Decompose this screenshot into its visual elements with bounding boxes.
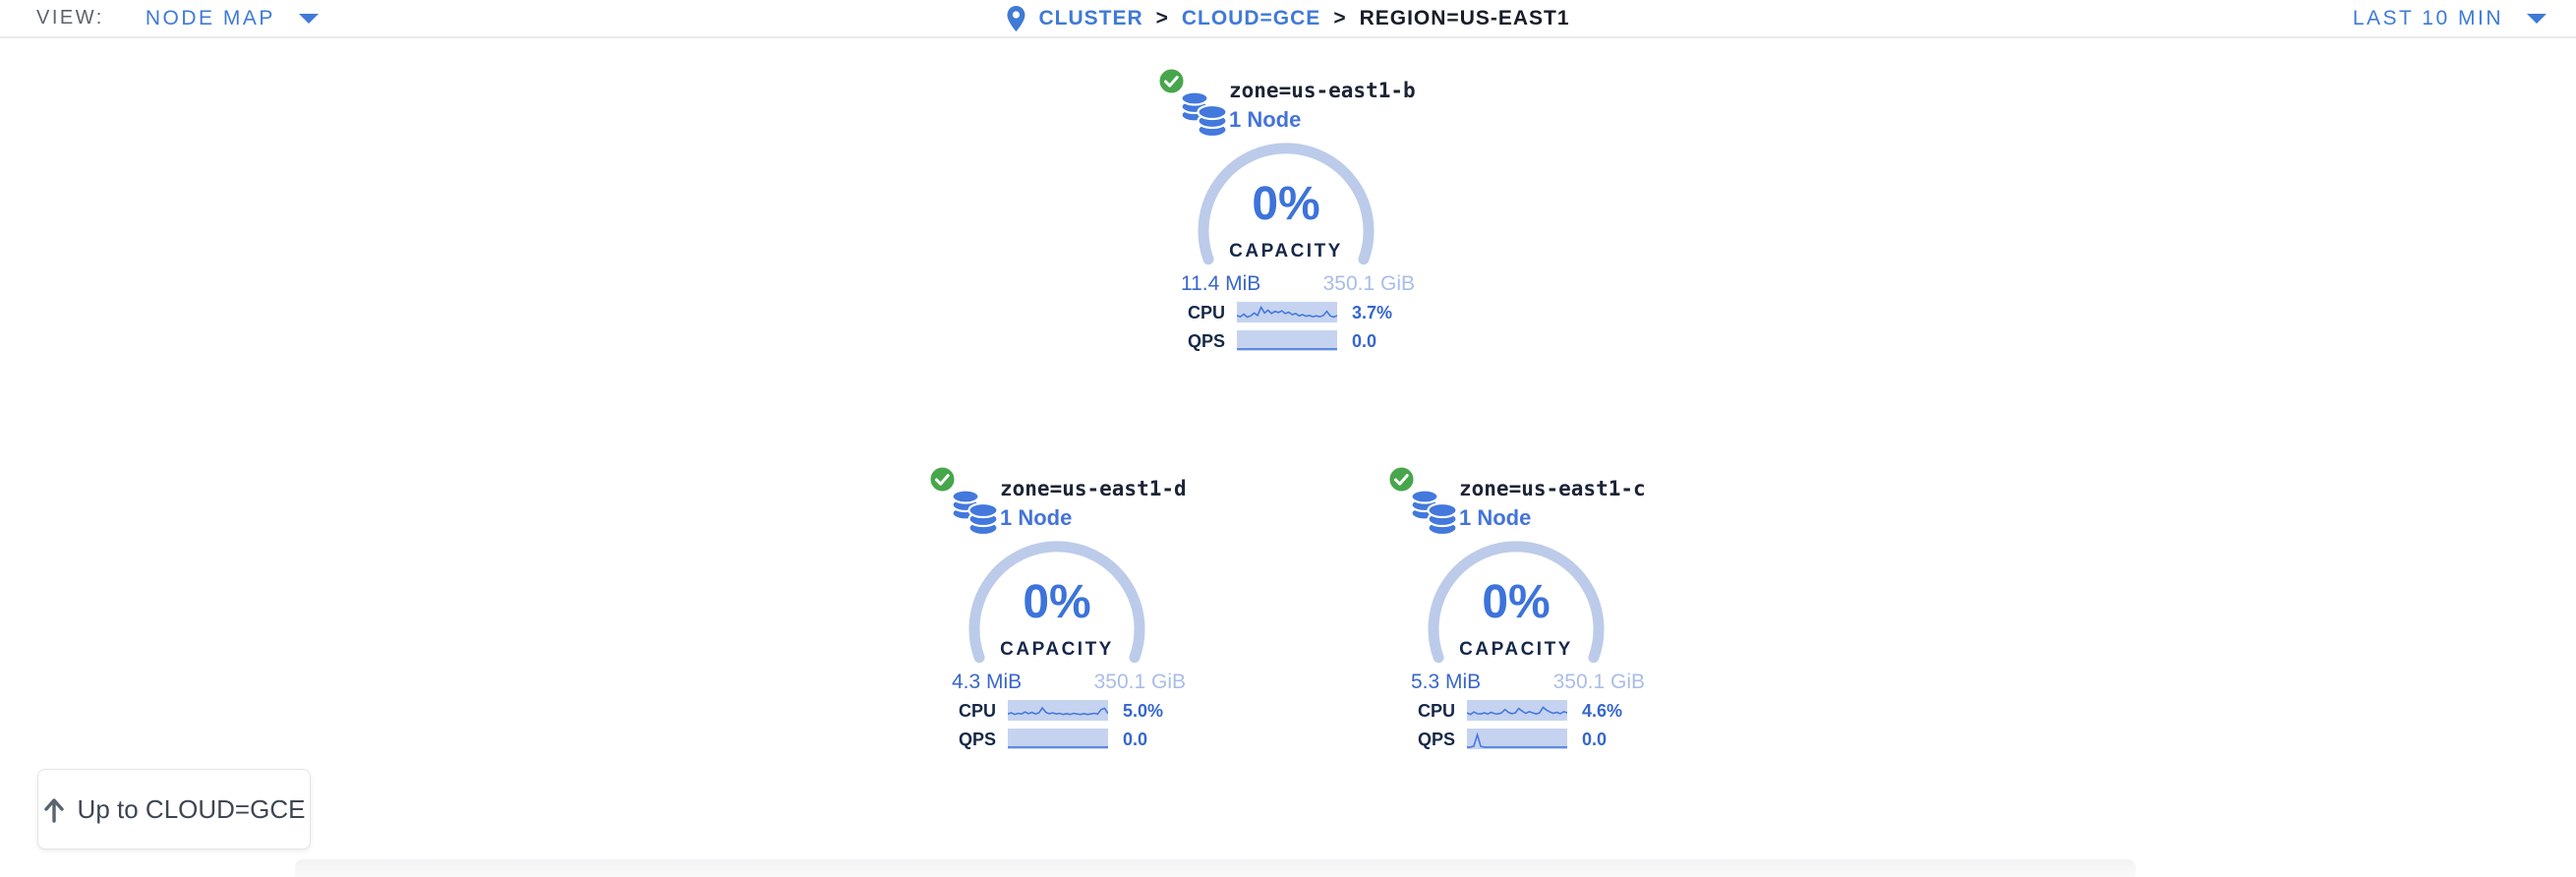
cpu-value: 3.7% xyxy=(1352,303,1393,322)
capacity-values: 11.4 MiB 350.1 GiB xyxy=(1181,272,1415,296)
capacity-percent: 0% xyxy=(1252,178,1320,230)
arrow-up-icon xyxy=(43,797,64,823)
qps-sparkline xyxy=(1237,330,1337,351)
qps-value: 0.0 xyxy=(1352,331,1377,351)
breadcrumb-item-cloud-gce[interactable]: CLOUD=GCE xyxy=(1181,6,1321,29)
capacity-values: 5.3 MiB 350.1 GiB xyxy=(1411,671,1645,694)
cpu-value: 4.6% xyxy=(1582,701,1623,721)
breadcrumb-separator: > xyxy=(1333,6,1347,29)
cpu-stat-row: CPU 4.6% xyxy=(1418,700,1649,722)
up-button-label: Up to CLOUD=GCE xyxy=(77,793,306,824)
toolbar: VIEW: NODE MAP CLUSTER > CLOUD=GCE > REG… xyxy=(0,0,2576,38)
healthy-check-icon xyxy=(1156,66,1187,96)
cpu-label: CPU xyxy=(1418,701,1456,721)
cpu-stat-row: CPU 5.0% xyxy=(959,700,1190,722)
capacity-used: 4.3 MiB xyxy=(952,671,1023,693)
breadcrumb: CLUSTER > CLOUD=GCE > REGION=US-EAST1 xyxy=(1006,0,1569,36)
breadcrumb-item-cluster[interactable]: CLUSTER xyxy=(1038,6,1143,29)
zone-card-us-east1-b[interactable]: zone=us-east1-b 1 Node 0% CAPACITY 11.4 … xyxy=(1150,59,1435,366)
capacity-gauge-arc xyxy=(968,541,1145,664)
database-stack-icon xyxy=(1410,489,1458,537)
breadcrumb-item-current-region: REGION=US-EAST1 xyxy=(1359,6,1570,29)
qps-value: 0.0 xyxy=(1582,730,1608,749)
zone-title: zone=us-east1-c xyxy=(1459,477,1646,500)
capacity-caption: CAPACITY xyxy=(1459,639,1573,660)
cpu-value: 5.0% xyxy=(1123,701,1164,721)
lower-panel-edge xyxy=(295,859,2136,877)
cpu-stat-row: CPU 3.7% xyxy=(1188,302,1419,323)
qps-stat-row: QPS 0.0 xyxy=(1188,330,1419,352)
time-range-dropdown[interactable]: LAST 10 MIN xyxy=(2353,0,2547,36)
qps-value: 0.0 xyxy=(1123,730,1148,749)
breadcrumb-separator: > xyxy=(1155,6,1169,29)
cpu-sparkline xyxy=(1237,302,1337,322)
zone-card-us-east1-c[interactable]: zone=us-east1-c 1 Node 0% CAPACITY 5.3 M… xyxy=(1380,457,1666,764)
time-range-value: LAST 10 MIN xyxy=(2352,6,2503,29)
qps-stat-row: QPS 0.0 xyxy=(959,729,1190,750)
qps-sparkline xyxy=(1008,729,1108,749)
up-to-cloud-gce-button[interactable]: Up to CLOUD=GCE xyxy=(37,769,311,849)
zone-node-count: 1 Node xyxy=(1000,505,1073,530)
capacity-caption: CAPACITY xyxy=(1000,639,1114,660)
chevron-down-icon xyxy=(298,13,319,24)
zone-node-count: 1 Node xyxy=(1459,505,1532,530)
capacity-used: 11.4 MiB xyxy=(1181,272,1261,295)
qps-sparkline xyxy=(1467,729,1567,749)
location-pin-icon xyxy=(1007,5,1025,31)
capacity-used: 5.3 MiB xyxy=(1411,671,1482,693)
healthy-check-icon xyxy=(927,464,958,495)
database-stack-icon xyxy=(1180,90,1228,139)
capacity-total: 350.1 GiB xyxy=(1322,272,1415,295)
zone-title: zone=us-east1-d xyxy=(1000,477,1187,500)
capacity-total: 350.1 GiB xyxy=(1552,671,1645,693)
cpu-sparkline xyxy=(1008,700,1108,721)
capacity-values: 4.3 MiB 350.1 GiB xyxy=(952,671,1186,694)
cpu-label: CPU xyxy=(1188,303,1226,322)
zone-card-us-east1-d[interactable]: zone=us-east1-d 1 Node 0% CAPACITY 4.3 M… xyxy=(921,457,1206,764)
qps-stat-row: QPS 0.0 xyxy=(1418,729,1649,750)
view-label: VIEW: xyxy=(36,7,104,29)
capacity-percent: 0% xyxy=(1482,576,1551,628)
zone-title: zone=us-east1-b xyxy=(1229,79,1416,102)
qps-label: QPS xyxy=(1188,331,1226,351)
zone-node-count: 1 Node xyxy=(1229,107,1302,132)
capacity-caption: CAPACITY xyxy=(1229,241,1343,262)
cpu-sparkline xyxy=(1467,700,1567,721)
capacity-gauge-arc xyxy=(1198,143,1375,265)
capacity-percent: 0% xyxy=(1023,576,1091,628)
database-stack-icon xyxy=(951,489,999,537)
view-selected-value: NODE MAP xyxy=(145,6,275,29)
qps-label: QPS xyxy=(959,730,997,749)
qps-label: QPS xyxy=(1418,730,1456,749)
healthy-check-icon xyxy=(1386,464,1417,495)
capacity-total: 350.1 GiB xyxy=(1093,671,1186,693)
cpu-label: CPU xyxy=(959,701,997,721)
chevron-down-icon xyxy=(2527,13,2547,24)
capacity-gauge-arc xyxy=(1428,541,1605,664)
view-mode-dropdown[interactable]: VIEW: NODE MAP xyxy=(36,0,319,36)
